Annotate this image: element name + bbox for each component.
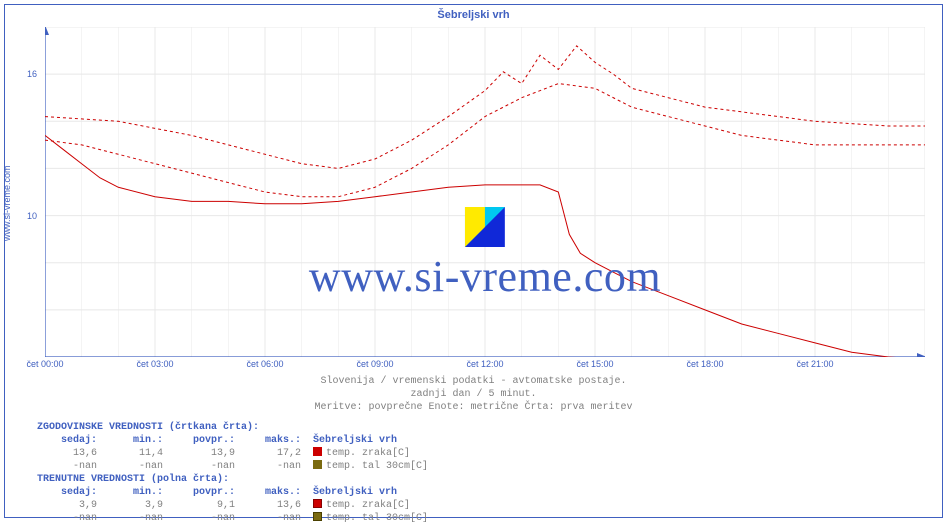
table-cell: 9,1	[163, 499, 235, 512]
series-swatch-icon	[313, 512, 322, 521]
value-tables: ZGODOVINSKE VREDNOSTI (črtkana črta):sed…	[37, 421, 428, 525]
table-row: -nan-nan-nan-nan temp. tal 30cm[C]	[37, 512, 428, 525]
table-row: -nan-nan-nan-nan temp. tal 30cm[C]	[37, 460, 428, 473]
table-cell: 11,4	[97, 447, 163, 460]
y-tick-label: 10	[27, 211, 37, 221]
table-title-curr: TRENUTNE VREDNOSTI (polna črta):	[37, 473, 428, 486]
table-cell: -nan	[37, 460, 97, 473]
series-swatch-icon	[313, 460, 322, 469]
table-row: 3,93,99,113,6 temp. zraka[C]	[37, 499, 428, 512]
table-cell: -nan	[37, 512, 97, 525]
x-tick-label: čet 18:00	[686, 359, 723, 369]
col-header: povpr.:	[163, 434, 235, 447]
table-cell: -nan	[163, 460, 235, 473]
col-header-series: Šebreljski vrh	[313, 435, 397, 446]
series-label: temp. zraka[C]	[326, 500, 410, 511]
caption-line: Slovenija / vremenski podatki - avtomats…	[5, 375, 942, 388]
col-header: sedaj:	[37, 486, 97, 499]
table-header-curr: sedaj:min.:povpr.:maks.: Šebreljski vrh	[37, 486, 428, 499]
col-header-series: Šebreljski vrh	[313, 487, 397, 498]
table-cell: 3,9	[37, 499, 97, 512]
x-axis-labels: čet 00:00čet 03:00čet 06:00čet 09:00čet …	[45, 359, 925, 373]
x-tick-label: čet 06:00	[246, 359, 283, 369]
x-tick-label: čet 15:00	[576, 359, 613, 369]
series-swatch-icon	[313, 447, 322, 456]
table-row: 13,611,413,917,2 temp. zraka[C]	[37, 447, 428, 460]
series-label: temp. tal 30cm[C]	[326, 461, 428, 472]
x-tick-label: čet 21:00	[796, 359, 833, 369]
table-cell: -nan	[163, 512, 235, 525]
col-header: min.:	[97, 434, 163, 447]
series-label: temp. tal 30cm[C]	[326, 513, 428, 524]
y-axis-labels: 10 16	[5, 27, 41, 357]
x-tick-label: čet 12:00	[466, 359, 503, 369]
table-title-hist: ZGODOVINSKE VREDNOSTI (črtkana črta):	[37, 421, 428, 434]
chart-frame: www.si-vreme.com Šebreljski vrh 1016 www…	[4, 4, 943, 518]
table-cell: -nan	[235, 460, 301, 473]
plot-area: www.si-vreme.com	[45, 27, 925, 357]
col-header: maks.:	[235, 486, 301, 499]
col-header: maks.:	[235, 434, 301, 447]
table-cell: 13,6	[235, 499, 301, 512]
chart-title: Šebreljski vrh	[5, 9, 942, 21]
col-header: min.:	[97, 486, 163, 499]
x-tick-label: čet 03:00	[136, 359, 173, 369]
col-header: povpr.:	[163, 486, 235, 499]
chart-caption: Slovenija / vremenski podatki - avtomats…	[5, 375, 942, 414]
caption-line: Meritve: povprečne Enote: metrične Črta:…	[5, 401, 942, 414]
table-cell: 13,6	[37, 447, 97, 460]
table-cell: 17,2	[235, 447, 301, 460]
caption-line: zadnji dan / 5 minut.	[5, 388, 942, 401]
chart-svg	[45, 27, 925, 357]
table-cell: 13,9	[163, 447, 235, 460]
x-tick-label: čet 09:00	[356, 359, 393, 369]
table-cell: 3,9	[97, 499, 163, 512]
table-cell: -nan	[235, 512, 301, 525]
table-cell: -nan	[97, 512, 163, 525]
x-tick-label: čet 00:00	[26, 359, 63, 369]
col-header: sedaj:	[37, 434, 97, 447]
table-cell: -nan	[97, 460, 163, 473]
series-swatch-icon	[313, 499, 322, 508]
y-tick-label: 16	[27, 69, 37, 79]
table-header-hist: sedaj:min.:povpr.:maks.: Šebreljski vrh	[37, 434, 428, 447]
series-label: temp. zraka[C]	[326, 448, 410, 459]
